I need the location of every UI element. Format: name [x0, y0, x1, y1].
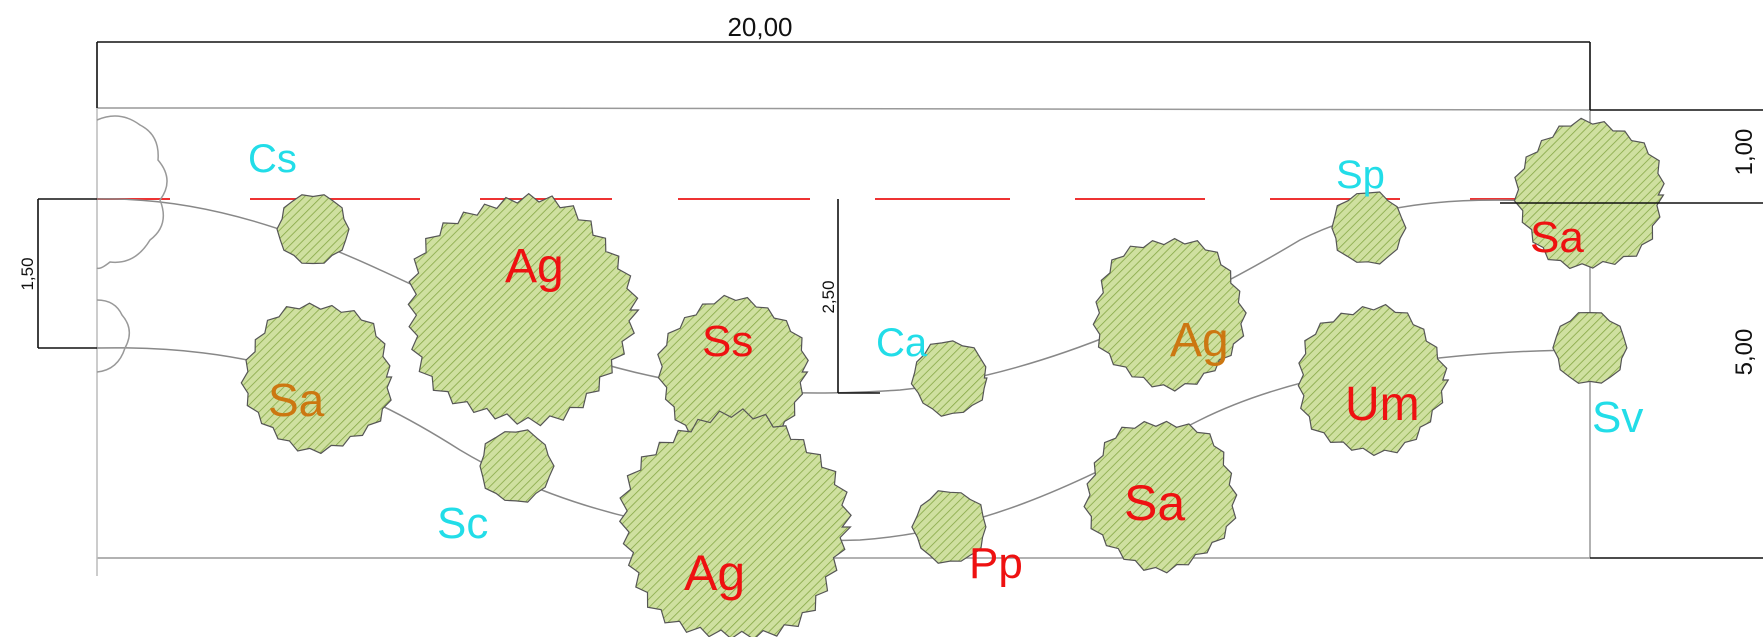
dimension-right-main: 5,00 — [1731, 329, 1758, 376]
tree-canopy — [910, 340, 988, 417]
dimension-overall-width: 20,00 — [727, 12, 792, 42]
tree-canopy — [1083, 420, 1238, 574]
trees-layer — [240, 117, 1665, 637]
tree-label: Sa — [1530, 213, 1584, 262]
tree-label: Sa — [268, 374, 325, 426]
tree-label: Sp — [1336, 153, 1385, 197]
tree-canopy — [407, 192, 640, 427]
tree-label: Ag — [505, 240, 564, 293]
tree-label: Pp — [969, 539, 1023, 588]
tree-label: Um — [1345, 378, 1420, 431]
labels-layer: Cs Ag Ss Ca Ag Sp Sa Sa Sc Ag Pp Sa Um Sv — [248, 137, 1643, 601]
dimension-center-depth: 2,50 — [819, 280, 838, 313]
tree-label: Ss — [702, 317, 753, 366]
tree-label: Sa — [1124, 475, 1185, 531]
tree-label: Cs — [248, 137, 297, 181]
dimension-left-offset: 1,50 — [18, 257, 37, 290]
tree-canopy — [240, 302, 393, 455]
tree-label: Ag — [684, 545, 745, 601]
dimension-right-top: 1,00 — [1731, 129, 1758, 176]
tree-label: Ag — [1170, 314, 1229, 367]
tree-canopy — [618, 408, 852, 637]
tree-canopy — [1297, 303, 1450, 457]
existing-tree-outlines — [96, 115, 168, 373]
tree-label: Ca — [876, 321, 928, 365]
tree-canopy — [911, 490, 987, 564]
tree-canopy — [1513, 117, 1665, 270]
tree-canopy — [1552, 311, 1628, 384]
dimension-lines — [37, 41, 1763, 559]
tree-canopy — [1092, 237, 1247, 392]
tree-canopy — [1331, 191, 1407, 265]
tree-label: Sv — [1592, 393, 1643, 442]
tree-label: Sc — [437, 499, 488, 548]
tree-canopy — [276, 194, 350, 265]
tree-canopy — [479, 429, 555, 503]
